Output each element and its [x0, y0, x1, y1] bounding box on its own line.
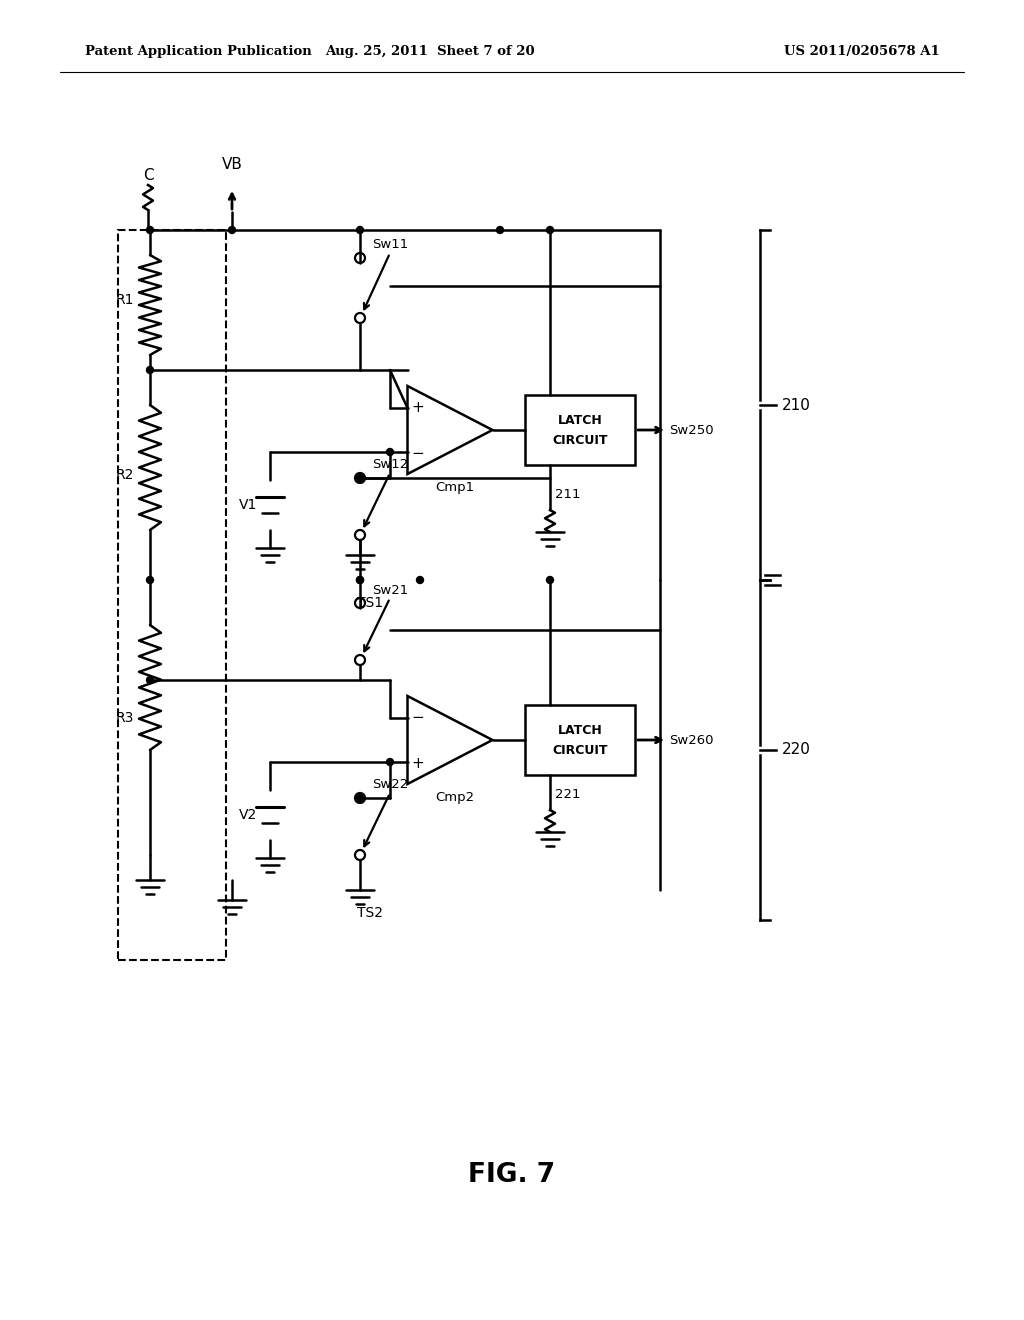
Bar — [118, 230, 226, 960]
Text: Cmp1: Cmp1 — [435, 480, 474, 494]
Text: C: C — [142, 168, 154, 182]
Circle shape — [547, 577, 554, 583]
Bar — [525, 395, 635, 465]
Text: Sw22: Sw22 — [372, 779, 409, 792]
Text: R3: R3 — [116, 710, 134, 725]
Text: V2: V2 — [239, 808, 257, 822]
Text: V1: V1 — [239, 498, 257, 512]
Text: R2: R2 — [116, 469, 134, 482]
Text: CIRCUIT: CIRCUIT — [552, 433, 608, 446]
Text: LATCH: LATCH — [558, 723, 602, 737]
Circle shape — [356, 577, 364, 583]
Text: Sw11: Sw11 — [372, 239, 409, 252]
Circle shape — [497, 227, 504, 234]
Text: Sw260: Sw260 — [669, 734, 714, 747]
Circle shape — [386, 449, 393, 455]
Text: VB: VB — [221, 157, 243, 172]
Circle shape — [547, 227, 554, 234]
Circle shape — [417, 577, 424, 583]
Circle shape — [356, 577, 364, 583]
Text: 220: 220 — [782, 742, 811, 758]
Text: 221: 221 — [555, 788, 581, 801]
Text: LATCH: LATCH — [558, 413, 602, 426]
Text: Cmp2: Cmp2 — [435, 791, 474, 804]
Text: −: − — [411, 710, 424, 725]
Text: CIRCUIT: CIRCUIT — [552, 743, 608, 756]
Text: FIG. 7: FIG. 7 — [468, 1162, 556, 1188]
Bar — [525, 705, 635, 775]
Circle shape — [146, 676, 154, 684]
Circle shape — [146, 577, 154, 583]
Text: +: + — [411, 755, 424, 771]
Circle shape — [356, 474, 364, 482]
Text: Sw12: Sw12 — [372, 458, 409, 471]
Circle shape — [356, 227, 364, 234]
Circle shape — [146, 367, 154, 374]
Circle shape — [386, 759, 393, 766]
Text: −: − — [411, 446, 424, 461]
Text: 210: 210 — [782, 397, 811, 412]
Text: US 2011/0205678 A1: US 2011/0205678 A1 — [784, 45, 940, 58]
Circle shape — [228, 227, 236, 234]
Text: Sw250: Sw250 — [669, 424, 714, 437]
Text: Patent Application Publication: Patent Application Publication — [85, 45, 311, 58]
Text: TS2: TS2 — [357, 906, 383, 920]
Circle shape — [356, 795, 364, 801]
Text: Aug. 25, 2011  Sheet 7 of 20: Aug. 25, 2011 Sheet 7 of 20 — [326, 45, 535, 58]
Text: R1: R1 — [116, 293, 134, 308]
Text: 211: 211 — [555, 488, 581, 502]
Text: +: + — [411, 400, 424, 414]
Text: TS1: TS1 — [357, 597, 383, 610]
Circle shape — [146, 227, 154, 234]
Text: Sw21: Sw21 — [372, 583, 409, 597]
